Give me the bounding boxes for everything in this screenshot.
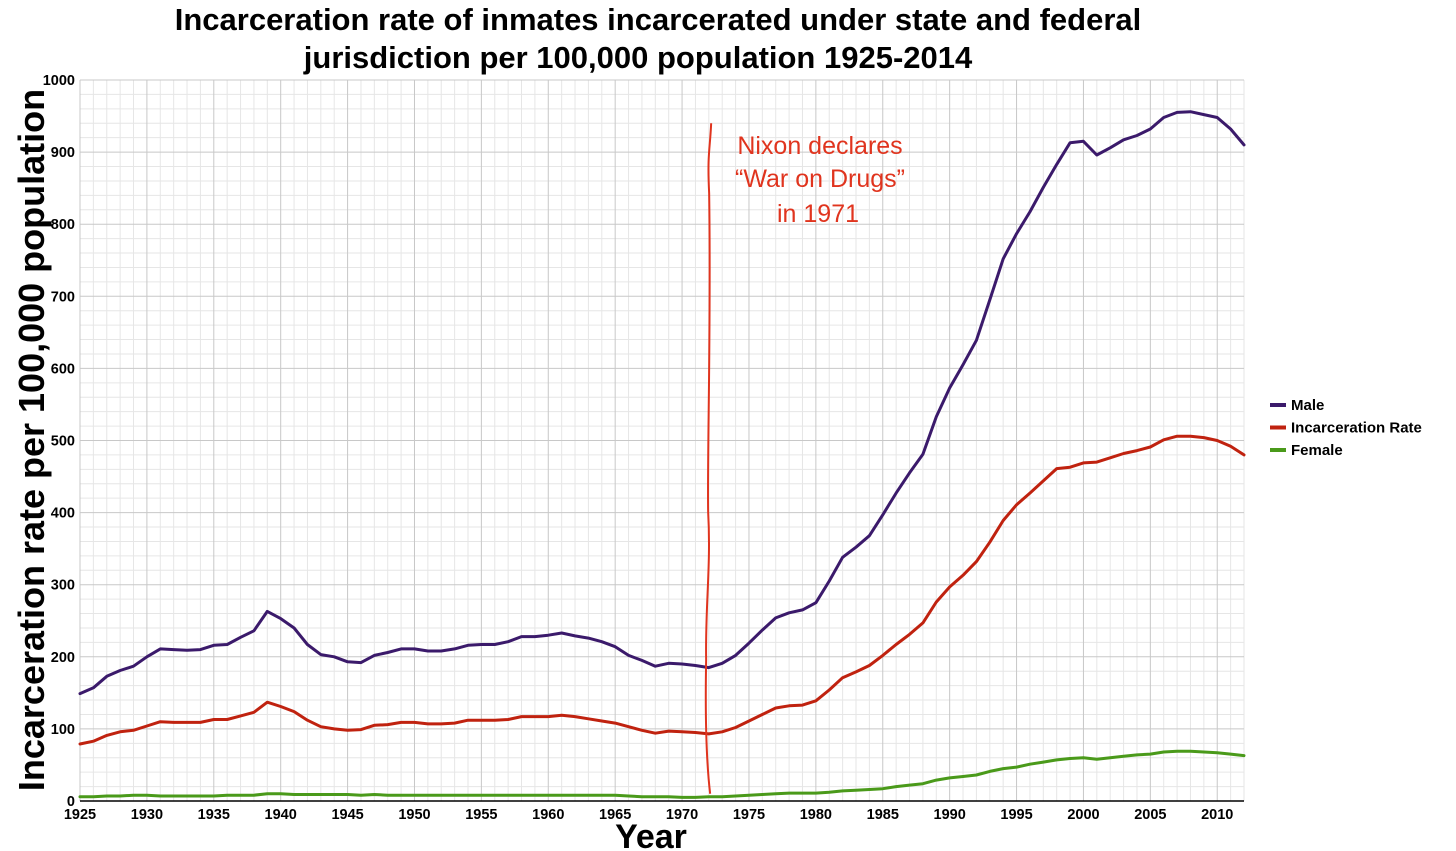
x-tick-label: 1935 xyxy=(198,807,230,823)
series-line-male xyxy=(78,110,1246,696)
x-tick-labels: 1925 1930 1935 1940 1945 1950 1955 1960 1965 1970… xyxy=(64,807,1234,823)
x-tick-label: 1985 xyxy=(867,807,899,823)
x-tick-label: 1960 xyxy=(532,807,564,823)
x-tick-label: 1930 xyxy=(131,807,163,823)
x-tick-label: 2010 xyxy=(1201,807,1233,823)
series-line-female xyxy=(78,749,1246,799)
y-tick-label: 500 xyxy=(51,434,75,450)
y-tick-label: 1000 xyxy=(43,73,75,89)
y-tick-label: 800 xyxy=(51,217,75,233)
y-tick-label: 400 xyxy=(51,506,75,522)
x-tick-label: 1945 xyxy=(331,807,363,823)
y-tick-label: 100 xyxy=(51,722,75,738)
title-line-2: jurisdiction per 100,000 population 1925… xyxy=(303,40,973,75)
y-axis-label: Incarceration rate per 100,000 populatio… xyxy=(11,89,52,791)
annotation-line-1: Nixon declares xyxy=(737,132,902,160)
major-grid xyxy=(79,79,1244,802)
x-tick-label: 1990 xyxy=(934,807,966,823)
series-line-incarceration-rate xyxy=(78,434,1246,746)
x-tick-label: 2000 xyxy=(1067,807,1099,823)
y-tick-label: 300 xyxy=(51,578,75,594)
annotation: Nixon declares “War on Drugs” in 1971 xyxy=(704,123,905,794)
x-tick-label: 1995 xyxy=(1000,807,1032,823)
y-tick-label: 700 xyxy=(51,289,75,305)
x-tick-label: 1975 xyxy=(733,807,765,823)
y-tick-label: 600 xyxy=(51,361,75,377)
legend-label: Incarceration Rate xyxy=(1291,420,1422,437)
annotation-line-3: in 1971 xyxy=(777,200,859,228)
x-tick-label: 1950 xyxy=(398,807,430,823)
title-line-1: Incarceration rate of inmates incarcerat… xyxy=(175,2,1142,37)
y-tick-label: 0 xyxy=(67,794,75,810)
y-tick-label: 200 xyxy=(51,650,75,666)
y-tick-labels: 0 100 200 300 400 500 600 700 800 900 1000 xyxy=(43,73,75,810)
x-tick-label: 1925 xyxy=(64,807,96,823)
legend: Male Incarceration Rate Female xyxy=(1270,397,1422,459)
x-axis-label: Year xyxy=(615,818,687,851)
x-tick-label: 1940 xyxy=(265,807,297,823)
x-tick-label: 2005 xyxy=(1134,807,1166,823)
legend-label: Male xyxy=(1291,397,1324,414)
chart-title: Incarceration rate of inmates incarcerat… xyxy=(175,2,1142,75)
legend-label: Female xyxy=(1291,442,1343,459)
x-tick-label: 1965 xyxy=(599,807,631,823)
y-tick-label: 900 xyxy=(51,145,75,161)
annotation-line-2: “War on Drugs” xyxy=(735,165,905,193)
x-tick-label: 1955 xyxy=(465,807,497,823)
war-on-drugs-marker xyxy=(704,123,713,794)
series-lines xyxy=(78,110,1246,799)
x-tick-label: 1980 xyxy=(800,807,832,823)
x-tick-label: 1970 xyxy=(666,807,698,823)
